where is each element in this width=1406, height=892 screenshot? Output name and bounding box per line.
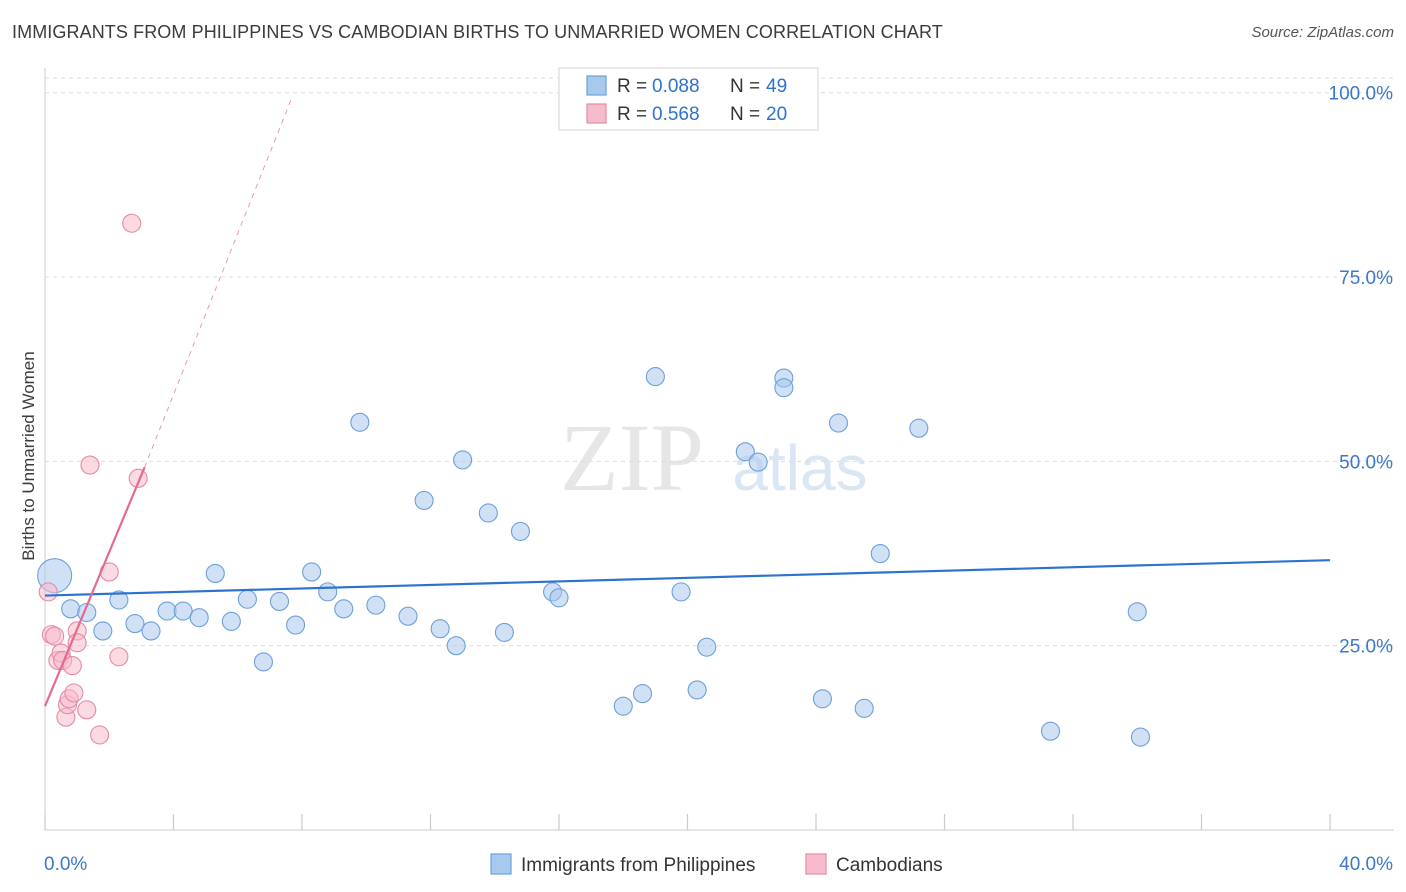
point-cambodians — [64, 683, 84, 703]
stats-n-label: N = — [730, 104, 760, 125]
point-philippines — [286, 615, 306, 635]
point-philippines — [318, 582, 338, 602]
point-philippines — [1040, 721, 1061, 741]
point-philippines — [687, 680, 707, 700]
point-philippines — [774, 378, 794, 398]
legend-label-philippines: Immigrants from Philippines — [521, 855, 755, 876]
y-axis-label: Births to Unmarried Women — [19, 351, 38, 560]
point-philippines — [1127, 602, 1147, 622]
point-philippines — [253, 652, 274, 672]
stats-n-label: N = — [730, 76, 760, 97]
source-credit: Source: ZipAtlas.com — [1251, 24, 1394, 41]
stats-r-value: 0.568 — [652, 104, 700, 125]
point-philippines — [613, 696, 633, 716]
point-philippines — [221, 611, 241, 631]
x-tick-label: 0.0% — [44, 854, 87, 875]
point-philippines — [157, 601, 177, 621]
stats-n-value: 20 — [766, 104, 787, 125]
stats-r-label: R = — [617, 104, 647, 125]
point-philippines — [909, 418, 929, 438]
point-philippines — [334, 599, 354, 619]
x-tick-labels: 0.0% 40.0% — [44, 854, 1393, 875]
y-tick-label: 100.0% — [1329, 84, 1394, 105]
stats-r-value: 0.088 — [652, 76, 700, 97]
chart-title: IMMIGRANTS FROM PHILIPPINES VS CAMBODIAN… — [12, 22, 943, 42]
y-tick-label: 75.0% — [1339, 268, 1393, 289]
point-philippines — [189, 608, 209, 628]
point-philippines — [414, 490, 434, 510]
point-philippines — [870, 543, 890, 564]
trend-line-cambodians — [43, 466, 146, 707]
point-cambodians — [45, 626, 65, 646]
point-philippines — [93, 621, 113, 641]
stats-legend-swatch-blue — [586, 75, 607, 96]
point-philippines — [430, 619, 450, 639]
point-philippines — [61, 599, 81, 619]
point-philippines — [645, 367, 665, 387]
point-cambodians — [38, 582, 58, 602]
point-philippines — [748, 452, 768, 472]
point-philippines — [510, 521, 531, 541]
y-tick-labels: 100.0% 75.0% 50.0% 25.0% — [1329, 84, 1394, 658]
point-philippines — [302, 562, 322, 582]
point-philippines — [854, 698, 874, 718]
point-philippines — [671, 582, 691, 602]
gridlines — [45, 77, 1394, 647]
y-tick-label: 50.0% — [1339, 452, 1393, 473]
legend-label-cambodians: Cambodians — [836, 855, 943, 876]
point-philippines — [828, 413, 849, 433]
axes — [44, 68, 1394, 831]
point-cambodians — [62, 656, 82, 676]
point-philippines — [453, 450, 473, 470]
trend-lines — [43, 96, 1331, 707]
trend-line-cambodians-extension — [144, 96, 293, 468]
point-philippines — [350, 412, 370, 432]
trend-line-philippines — [44, 559, 1331, 597]
point-cambodians — [109, 647, 129, 667]
stats-legend: R = 0.088 N = 49 R = 0.568 N = 20 — [558, 67, 819, 131]
point-philippines — [632, 684, 653, 704]
point-philippines — [478, 503, 498, 523]
point-cambodians — [90, 725, 110, 745]
point-philippines — [125, 614, 145, 634]
point-philippines — [494, 622, 514, 642]
y-tick-label: 25.0% — [1339, 637, 1393, 658]
point-philippines — [697, 637, 717, 657]
point-philippines — [812, 689, 832, 709]
stats-legend-swatch-pink — [586, 103, 607, 124]
point-philippines — [549, 588, 569, 608]
stats-r-label: R = — [617, 76, 647, 97]
point-philippines — [205, 563, 225, 583]
legend-swatch-cambodians — [805, 853, 827, 875]
point-philippines — [109, 590, 129, 610]
point-cambodians — [80, 455, 100, 475]
point-philippines — [398, 606, 418, 626]
point-philippines — [237, 589, 257, 609]
series-legend: Immigrants from Philippines Cambodians — [490, 853, 943, 876]
point-philippines — [269, 591, 290, 612]
point-philippines — [173, 601, 193, 621]
watermark-zip: ZIP — [560, 404, 704, 511]
legend-swatch-philippines — [490, 853, 512, 875]
point-philippines — [366, 595, 386, 615]
point-philippines — [141, 621, 161, 641]
point-philippines — [735, 442, 755, 462]
point-cambodians — [122, 213, 142, 233]
point-philippines — [1130, 727, 1151, 747]
point-philippines — [446, 636, 466, 656]
stats-n-value: 49 — [766, 76, 787, 97]
x-tick-label: 40.0% — [1339, 854, 1393, 875]
point-cambodians — [77, 700, 97, 720]
